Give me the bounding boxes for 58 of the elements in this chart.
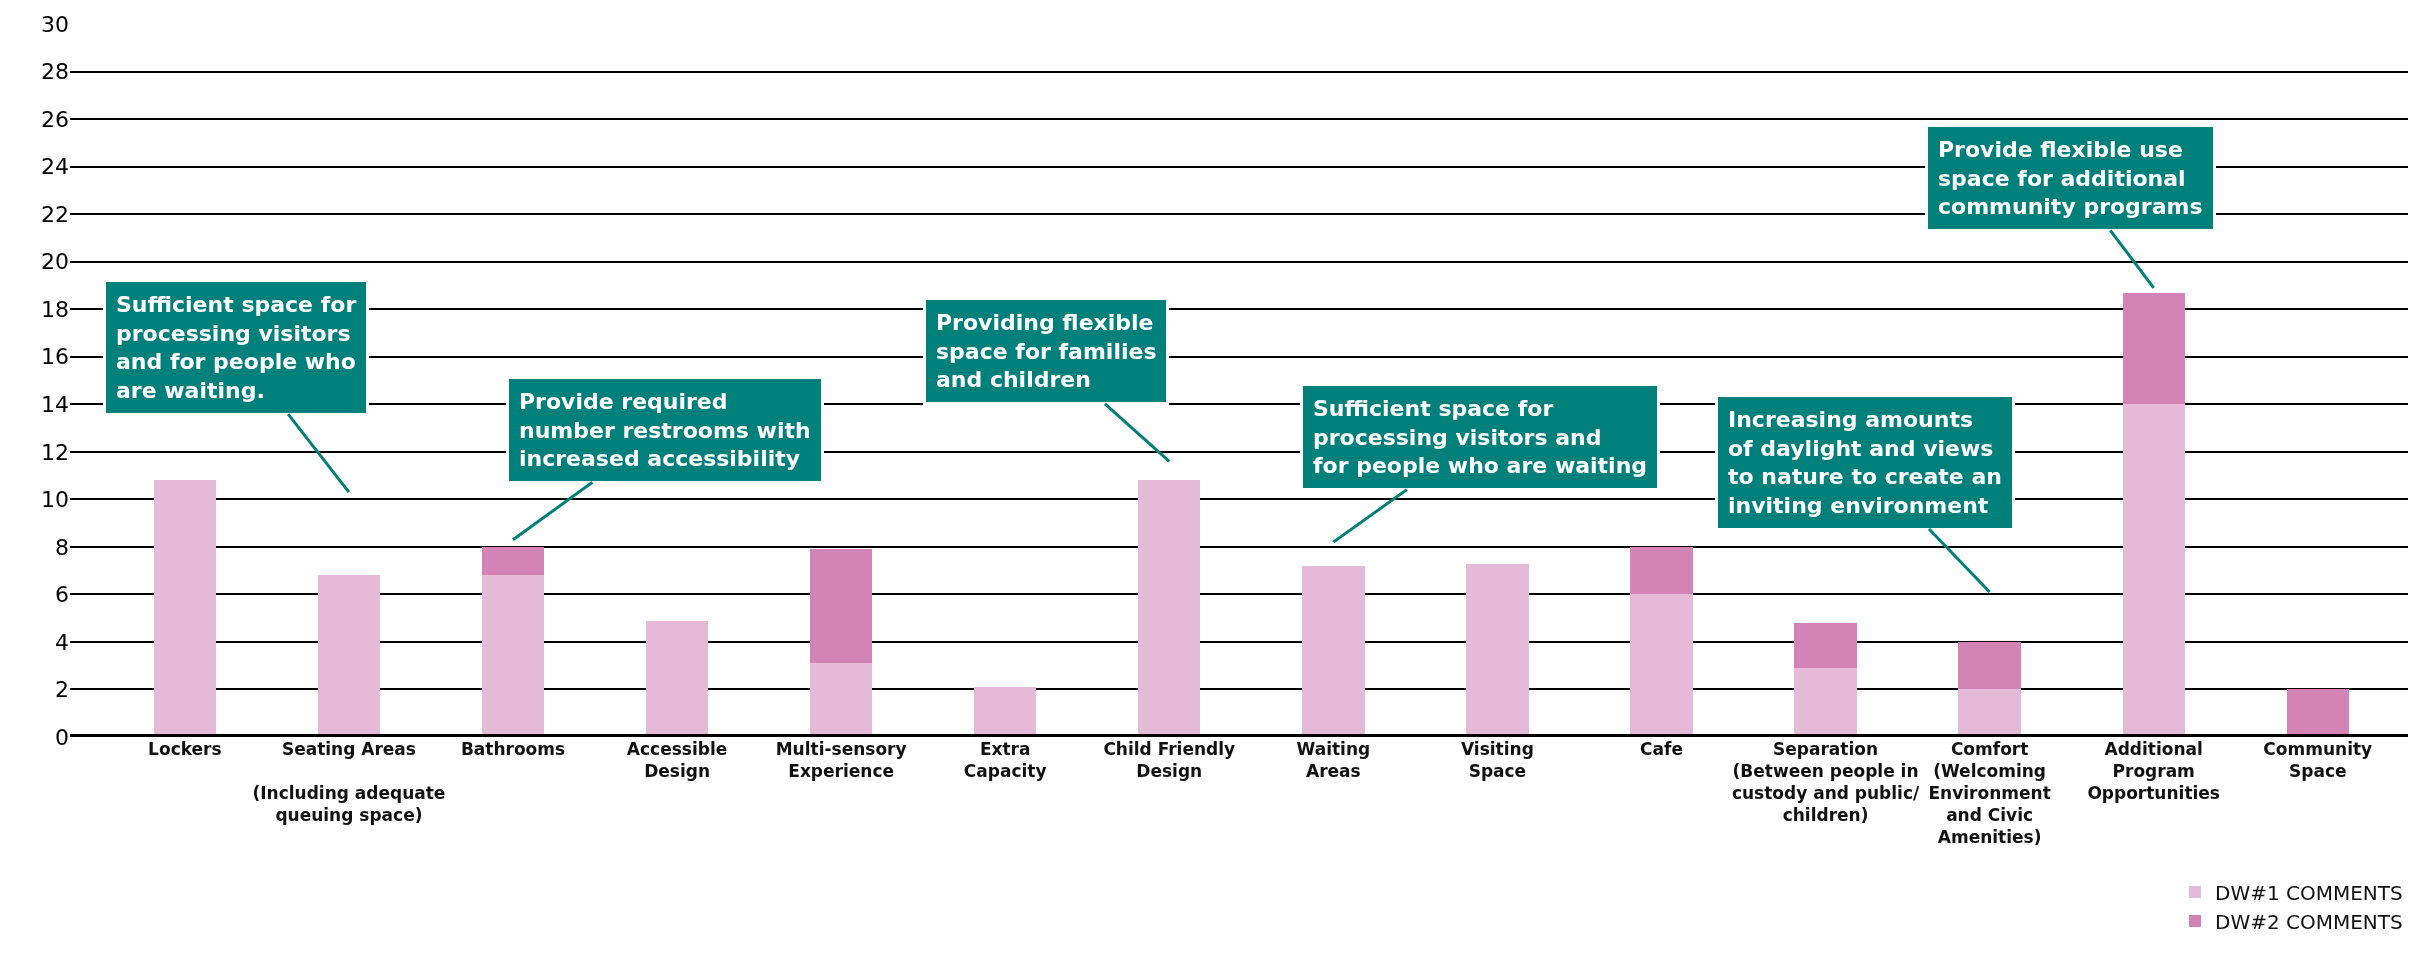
x-tick-label: Extra Capacity [963,739,1047,782]
y-tick-label: 24 [41,154,69,180]
y-tick-label: 30 [41,11,69,37]
y-tick-label: 18 [41,296,69,322]
category-label: Seating Areas (Including adequate queuing space) [252,739,446,826]
bar [2122,292,2185,405]
y-tick-label: 8 [55,534,69,560]
x-tick-label: Comfort (Welcoming Environment and Civic Amenities) [1928,739,2051,848]
bar [1302,565,1365,737]
y-tick-label: 22 [41,201,69,227]
x-tick-label: Multi-sensory Experience [775,739,907,782]
y-tick-label: 28 [41,59,69,85]
bar [1138,480,1201,737]
bar [317,575,381,737]
bar [481,575,545,737]
bar [1466,563,1529,737]
x-tick-label: Additional Program Opportunities [2087,739,2220,804]
x-tick-label: Accessible Design [626,739,728,782]
bar [153,480,217,737]
bar [809,549,873,664]
y-tick-label: 20 [41,249,69,275]
bar [1630,546,1693,595]
x-tick-label: Bathrooms [460,739,566,759]
bar [1958,641,2021,690]
x-tick-label: Waiting Areas [1296,739,1371,782]
legend-label: DW#1 COMMENTS [2215,880,2403,905]
bar [2122,404,2185,737]
bar [974,687,1037,737]
x-tick-label: Community Space [2263,739,2373,782]
y-tick-label: 4 [55,629,69,655]
y-tick-label: 16 [41,344,69,370]
x-tick-label: Separation (Between people in custody and public/ children) [1731,739,1920,826]
y-tick-label: 10 [41,487,69,513]
bar [1958,689,2021,737]
annotation: Sufficient space for processing visitors and for people who are waiting. [116,292,357,403]
x-tick-label: Child Friendly Design [1103,739,1236,782]
legend-label: DW#2 COMMENTS [2215,909,2403,934]
y-tick-label: 14 [41,391,69,417]
bar [1794,622,1857,669]
y-tick-label: 12 [41,439,69,465]
bar [481,546,545,576]
x-tick-label: Cafe [1640,739,1683,759]
annotation: Provide required number restrooms with increased accessibility [519,389,811,472]
bar [809,663,873,737]
y-tick-label: 6 [55,582,69,608]
bar [1794,668,1857,737]
annotation: Sufficient space for processing visitors and for people who are waiting [1313,396,1648,479]
bar [1630,594,1693,737]
y-tick-label: 2 [55,677,69,703]
bar [645,620,709,737]
bar [2286,689,2349,737]
annotation: Provide flexible use space for additional community programs [1938,137,2203,220]
x-tick-label: Visiting Space [1460,739,1534,782]
x-tick-label: Lockers [148,739,222,759]
annotation: Increasing amounts of daylight and views to nature to create an inviting environment [1728,407,2002,518]
y-tick-label: 0 [55,724,69,750]
y-tick-label: 26 [41,106,69,132]
annotation: Providing flexible space for families and children [936,310,1157,393]
